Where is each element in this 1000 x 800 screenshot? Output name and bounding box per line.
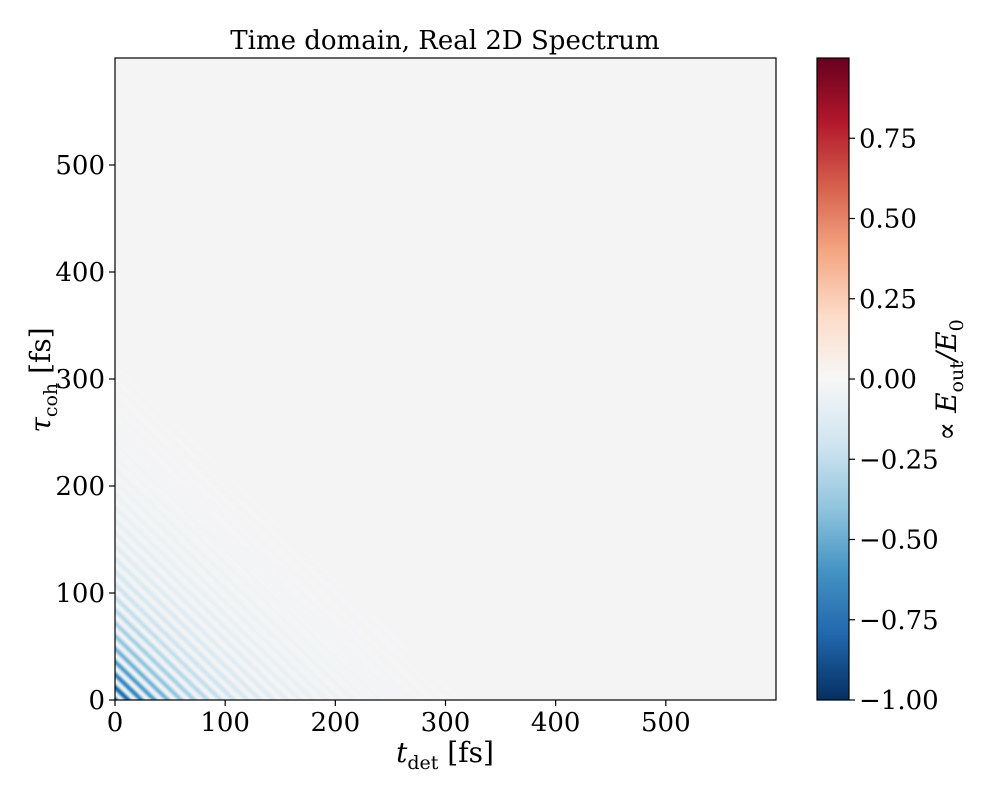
colorbar-tick-label: −0.50 — [859, 526, 939, 556]
x-tick-label: 400 — [531, 708, 581, 738]
y-tick-label: 500 — [55, 151, 105, 181]
y-tick-label: 0 — [88, 686, 105, 716]
x-axis-label-main: t — [396, 736, 408, 769]
x-axis-label-sub: det — [407, 752, 438, 774]
colorbar-tick-label: 0.50 — [859, 205, 917, 235]
colorbar-tick-label: 0.75 — [859, 124, 917, 154]
colorbar-tick-label: 0.25 — [859, 285, 917, 315]
y-tick-label: 100 — [55, 579, 105, 609]
colorbar: 0.75 0.50 0.25 0.00 −0.25 −0.50 −0.75 −1.00 — [816, 57, 939, 716]
colorbar-fill — [817, 58, 849, 700]
y-axis-label-main: τ — [24, 417, 57, 433]
heatmap-plot — [114, 57, 777, 701]
colorbar-label-mid: /E — [930, 331, 963, 364]
colorbar-tick-label: −1.00 — [859, 686, 939, 716]
colorbar-label: ∝ Eout/E0 — [930, 319, 968, 441]
y-tick-label: 300 — [55, 365, 105, 395]
colorbar-tick-label: −0.25 — [859, 445, 939, 475]
x-axis-ticks: 0 100 200 300 400 500 — [107, 700, 691, 738]
colorbar-label-sub2: 0 — [946, 319, 968, 331]
x-tick-label: 300 — [421, 708, 471, 738]
y-axis-label-sub: coh — [40, 383, 62, 417]
x-tick-label: 0 — [107, 708, 124, 738]
x-tick-label: 200 — [311, 708, 361, 738]
colorbar-label-prefix: ∝ E — [930, 392, 963, 440]
y-tick-label: 200 — [55, 472, 105, 502]
x-tick-label: 100 — [200, 708, 250, 738]
colorbar-label-sub1: out — [946, 361, 968, 393]
x-axis-label-unit: [fs] — [438, 736, 493, 769]
y-tick-label: 400 — [55, 258, 105, 288]
colorbar-tick-label: 0.00 — [859, 365, 917, 395]
colorbar-ticks: 0.75 0.50 0.25 0.00 −0.25 −0.50 −0.75 −1.00 — [849, 124, 939, 716]
x-tick-label: 500 — [641, 708, 691, 738]
y-axis-ticks: 0 100 200 300 400 500 — [55, 151, 115, 716]
colorbar-tick-label: −0.75 — [859, 606, 939, 636]
y-axis-label: τcoh [fs] — [24, 327, 62, 432]
chart-title: Time domain, Real 2D Spectrum — [230, 26, 659, 56]
x-axis-label: tdet [fs] — [396, 736, 494, 774]
y-axis-label-unit: [fs] — [24, 327, 57, 382]
heatmap-image — [115, 58, 776, 700]
